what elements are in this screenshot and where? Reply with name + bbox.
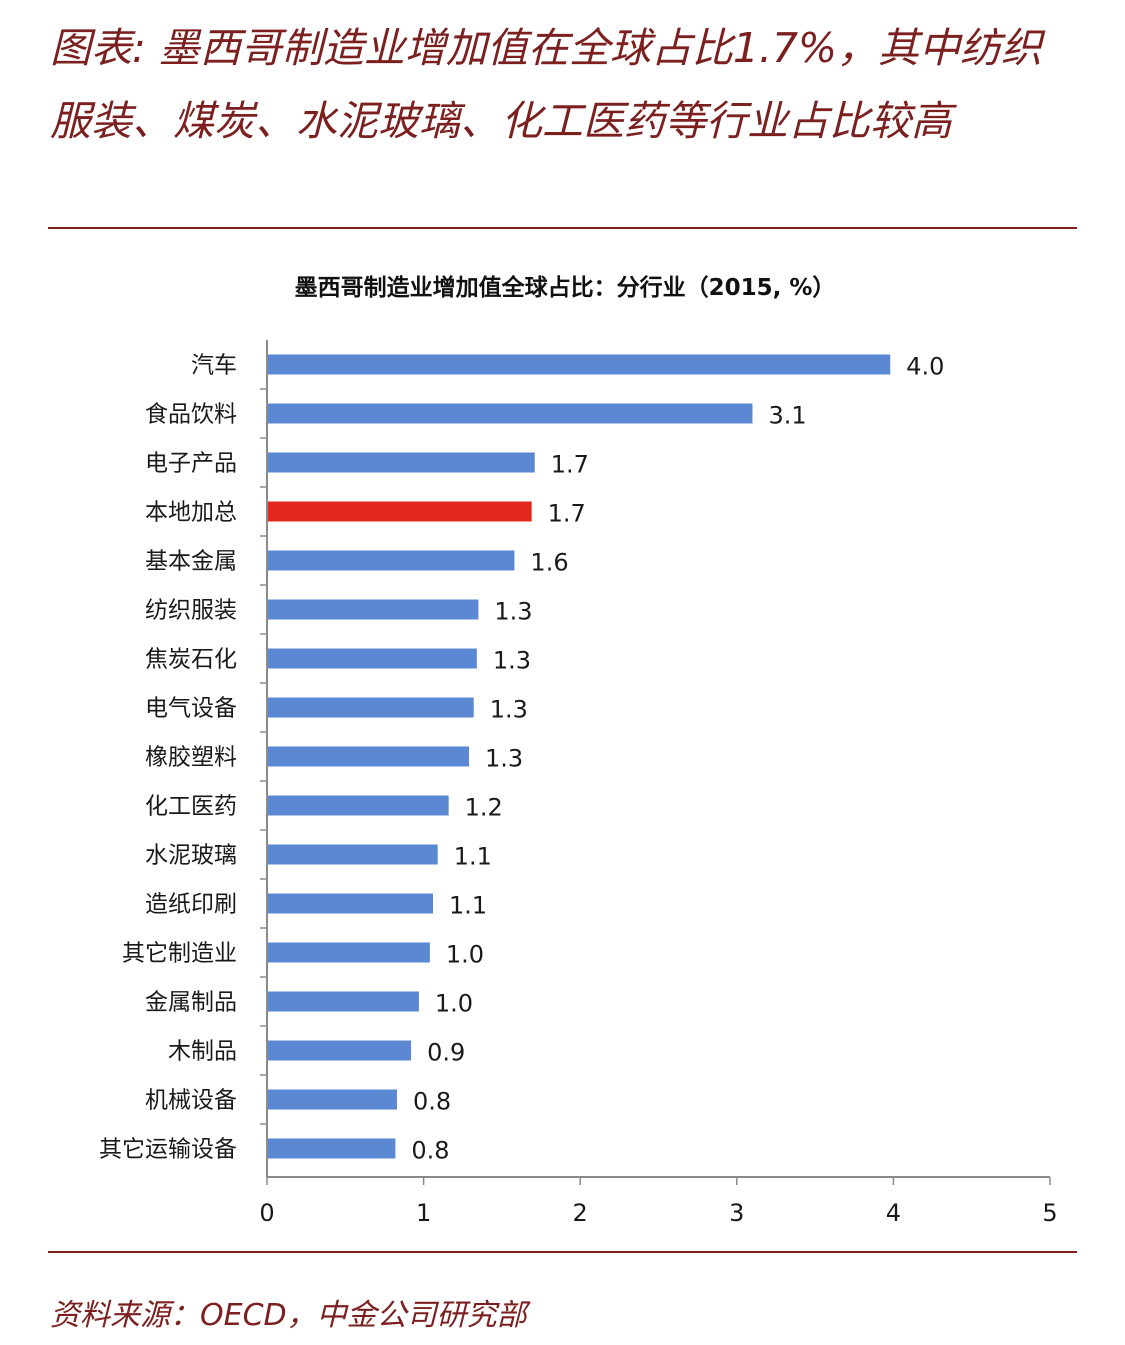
- category-label: 焦炭石化: [145, 647, 237, 673]
- value-label: 1.1: [454, 843, 492, 871]
- bar: [267, 844, 438, 865]
- bar-chart: 汽车 4.0 食品饮料 3.1 电子产品 1.7 本地加总 1.7 基本金属 1.6 纺织服装 1.3…: [99, 340, 1058, 1227]
- bar: [267, 1040, 412, 1061]
- title-divider: [48, 227, 1077, 229]
- bar: [267, 1138, 396, 1159]
- value-label: 1.3: [493, 647, 531, 675]
- bar: [267, 697, 474, 718]
- category-label: 化工医药: [145, 794, 237, 820]
- bar: [267, 942, 430, 963]
- category-label: 机械设备: [145, 1088, 237, 1114]
- bar: [267, 403, 753, 424]
- category-label: 木制品: [168, 1039, 237, 1065]
- value-label: 1.0: [435, 990, 473, 1018]
- category-label: 其它制造业: [122, 941, 237, 967]
- category-label: 基本金属: [145, 549, 237, 575]
- value-label: 1.3: [490, 696, 528, 724]
- x-tick-label: 2: [573, 1199, 588, 1227]
- bar: [267, 452, 535, 473]
- bar: [267, 354, 891, 375]
- category-label: 电气设备: [145, 696, 237, 722]
- category-label: 其它运输设备: [99, 1137, 237, 1163]
- value-label: 1.6: [530, 549, 568, 577]
- value-label: 1.3: [494, 598, 532, 626]
- category-label: 食品饮料: [145, 402, 237, 428]
- category-label: 橡胶塑料: [145, 745, 237, 771]
- bar: [267, 648, 477, 669]
- bar: [267, 991, 419, 1012]
- category-label: 本地加总: [145, 500, 237, 526]
- value-label: 1.1: [449, 892, 487, 920]
- value-label: 1.7: [551, 451, 589, 479]
- x-tick-label: 3: [729, 1199, 744, 1227]
- category-label: 水泥玻璃: [145, 843, 237, 869]
- value-label: 4.0: [906, 353, 944, 381]
- value-label: 1.7: [548, 500, 586, 528]
- value-label: 0.9: [427, 1039, 465, 1067]
- x-tick-label: 1: [416, 1199, 431, 1227]
- bar: [267, 746, 470, 767]
- value-label: 1.3: [485, 745, 523, 773]
- value-label: 1.2: [465, 794, 503, 822]
- bar: [267, 599, 479, 620]
- category-label: 电子产品: [145, 451, 237, 477]
- x-tick-label: 4: [886, 1199, 901, 1227]
- value-label: 0.8: [413, 1088, 451, 1116]
- figure-title: 图表: 墨西哥制造业增加值在全球占比1.7%，其中纺织服装、煤炭、水泥玻璃、化工…: [50, 24, 1043, 145]
- category-label: 造纸印刷: [145, 892, 237, 918]
- category-label: 汽车: [191, 353, 237, 379]
- value-label: 1.0: [446, 941, 484, 969]
- bar: [267, 501, 532, 522]
- chart-title: 墨西哥制造业增加值全球占比：分行业（2015, %）: [294, 275, 836, 301]
- bar: [267, 1089, 397, 1110]
- x-tick-label: 5: [1042, 1199, 1057, 1227]
- category-label: 金属制品: [145, 990, 237, 1016]
- x-tick-label: 0: [259, 1199, 274, 1227]
- category-label: 纺织服装: [145, 598, 237, 624]
- bars-group: 汽车 4.0 食品饮料 3.1 电子产品 1.7 本地加总 1.7 基本金属 1.6 纺织服装 1.3…: [99, 353, 944, 1165]
- value-label: 0.8: [411, 1137, 449, 1165]
- bar: [267, 795, 449, 816]
- bar: [267, 893, 433, 914]
- axes-group: 0 1 2 3 4 5: [259, 340, 1058, 1227]
- source-note: 资料来源：OECD，中金公司研究部: [50, 1298, 527, 1333]
- source-divider: [48, 1251, 1077, 1253]
- bar: [267, 550, 515, 571]
- value-label: 3.1: [768, 402, 806, 430]
